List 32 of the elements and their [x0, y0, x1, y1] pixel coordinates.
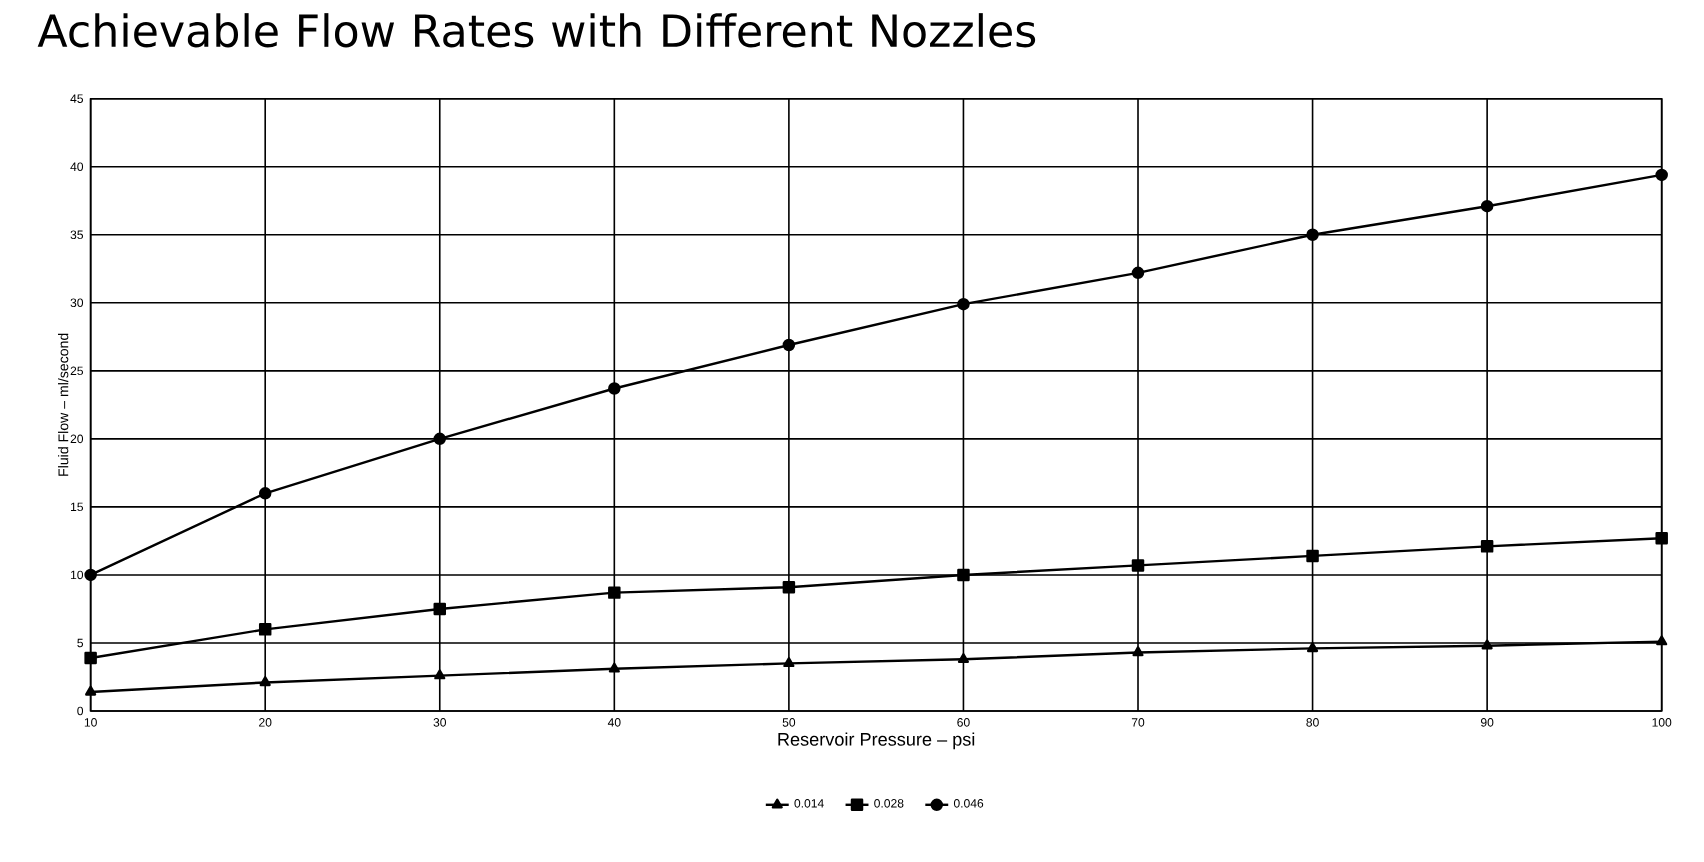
point: [258, 623, 272, 636]
point: [1131, 266, 1145, 280]
point: [1655, 531, 1668, 545]
point: [84, 568, 97, 582]
point: [1306, 549, 1319, 563]
point: [1307, 642, 1319, 653]
point: [1480, 540, 1494, 553]
point: [1132, 646, 1144, 657]
point: [85, 685, 97, 696]
point: [433, 602, 447, 616]
point: [1480, 199, 1494, 213]
point: [608, 382, 621, 395]
point: [957, 297, 970, 311]
point: [957, 568, 970, 582]
point: [1656, 635, 1668, 646]
point: [783, 657, 795, 668]
point: [957, 653, 970, 663]
point: [1306, 228, 1319, 241]
point: [259, 676, 271, 687]
chart-title: Achievable Flow Rates with Different Nozzles: [37, 13, 1036, 48]
point: [258, 487, 272, 500]
point: [433, 432, 447, 446]
point: [608, 662, 620, 673]
point: [782, 338, 796, 352]
point: [608, 586, 621, 599]
point: [1655, 168, 1668, 182]
x-axis-title: Reservoir Pressure – psi: [778, 732, 975, 750]
point: [782, 580, 796, 594]
point: [84, 651, 97, 665]
point: [434, 669, 446, 680]
point: [1131, 559, 1145, 572]
point: [1481, 639, 1493, 650]
